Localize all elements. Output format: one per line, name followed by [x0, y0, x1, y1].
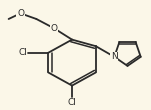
Text: N: N: [111, 52, 118, 61]
Text: O: O: [17, 9, 24, 18]
Text: Cl: Cl: [68, 98, 76, 107]
Text: O: O: [51, 24, 58, 33]
Text: Cl: Cl: [18, 48, 27, 57]
